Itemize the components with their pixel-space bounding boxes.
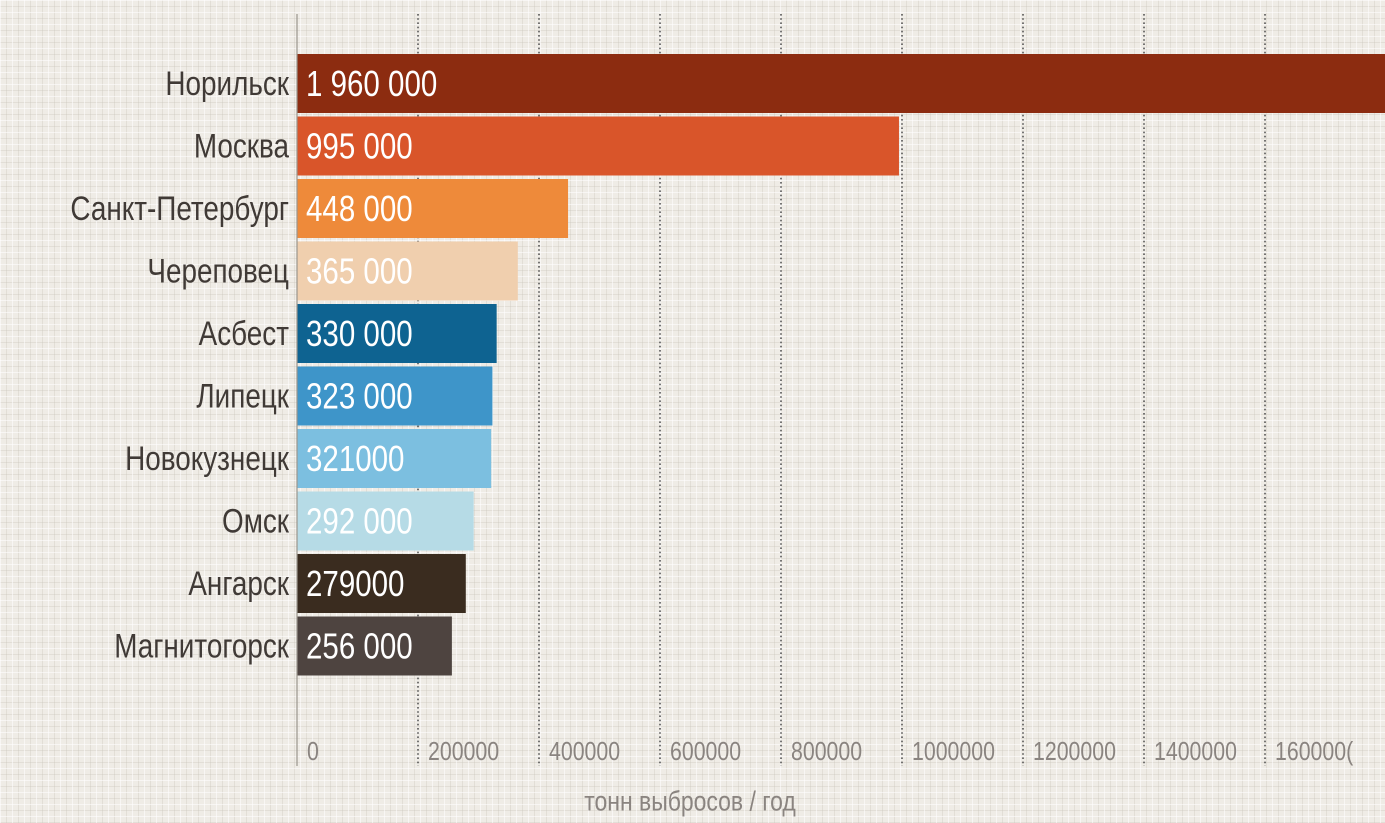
bar (297, 429, 492, 488)
value-label: 292 000 (306, 501, 413, 541)
bar (297, 491, 474, 551)
value-label: 321000 (306, 438, 404, 478)
category-label: Липецк (196, 377, 289, 415)
category-label: Санкт-Петербург (70, 189, 289, 227)
value-label: 330 000 (306, 313, 413, 353)
category-label: Новокузнецк (125, 439, 289, 477)
x-tick-label: 400000 (549, 737, 620, 767)
value-label: 323 000 (306, 376, 413, 416)
x-tick-label: 1400000 (1154, 737, 1237, 767)
category-labels: Норильск Москва Санкт-Петербург Череповец Ас… (70, 64, 289, 665)
x-tick-label: 600000 (670, 737, 741, 767)
bar (297, 241, 518, 301)
category-label: Норильск (165, 64, 289, 102)
bars (297, 54, 1385, 676)
x-tick-label: 200000 (428, 737, 499, 767)
value-label: 279000 (306, 563, 404, 603)
category-label: Магнитогорск (114, 627, 289, 665)
value-label: 256 000 (306, 626, 413, 666)
bar (297, 366, 493, 426)
bar (297, 304, 497, 363)
x-tick-labels: 0 200000 400000 600000 800000 1000000 1200000 1… (307, 737, 1353, 767)
x-tick-label: 800000 (791, 737, 862, 767)
x-tick-label: 1200000 (1033, 737, 1116, 767)
category-label: Омск (222, 502, 289, 540)
bar (297, 179, 569, 238)
value-label: 448 000 (306, 188, 413, 228)
x-tick-label: 1000000 (912, 737, 995, 767)
x-tick-label: 160000( (1275, 737, 1353, 767)
category-label: Асбест (199, 314, 289, 352)
category-label: Москва (194, 127, 290, 165)
bar (297, 54, 1385, 113)
value-label: 1 960 000 (306, 63, 437, 103)
x-tick-label: 0 (307, 737, 319, 767)
bar (297, 616, 452, 676)
value-labels: 1 960 000 995 000 448 000 365 000 330 000 323… (306, 63, 437, 666)
category-label: Ангарск (188, 564, 289, 602)
bar (297, 554, 466, 613)
bar (297, 116, 899, 176)
value-label: 995 000 (306, 126, 413, 166)
value-label: 365 000 (306, 251, 413, 291)
x-axis-title: тонн выбросов / год (584, 787, 795, 818)
category-label: Череповец (147, 252, 289, 290)
